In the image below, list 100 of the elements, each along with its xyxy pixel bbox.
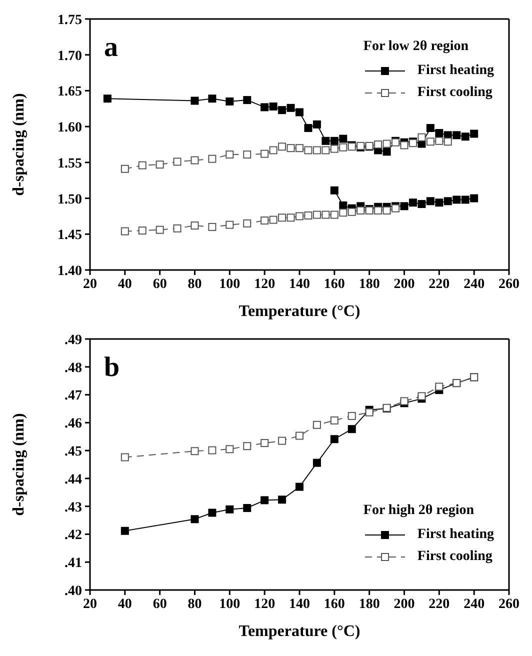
- point: [339, 134, 348, 143]
- point: [452, 196, 461, 204]
- point: [470, 130, 478, 138]
- point: [435, 129, 444, 138]
- point: [435, 382, 444, 391]
- point: [312, 420, 321, 429]
- x-tick-label: 220: [428, 276, 450, 292]
- point: [278, 214, 286, 222]
- point: [286, 144, 295, 152]
- point: [435, 198, 444, 207]
- y-tick-label: .47: [64, 388, 82, 404]
- point: [138, 226, 146, 235]
- point: [260, 496, 269, 504]
- point: [365, 408, 374, 416]
- point: [226, 220, 234, 229]
- point: [120, 164, 129, 173]
- point: [408, 198, 417, 207]
- point: [156, 226, 164, 234]
- y-tick-label: .49: [64, 332, 82, 348]
- point: [190, 447, 199, 456]
- annotation: b: [104, 352, 120, 384]
- y-tick-label: 1.75: [58, 12, 82, 28]
- point: [382, 206, 391, 214]
- point: [226, 150, 234, 159]
- y-tick-label: 1.45: [58, 228, 82, 244]
- point: [312, 458, 321, 467]
- point: [330, 144, 338, 153]
- x-tick-label: 180: [358, 276, 380, 292]
- point: [190, 222, 199, 230]
- point: [120, 453, 129, 462]
- point: [278, 496, 286, 504]
- y-tick-label: .44: [64, 472, 82, 488]
- y-tick-label: .46: [64, 416, 82, 432]
- x-tick-label: 20: [83, 276, 97, 292]
- point: [304, 146, 312, 154]
- point: [374, 206, 382, 214]
- point: [374, 140, 382, 148]
- point: [330, 186, 338, 194]
- point: [330, 435, 338, 444]
- point: [173, 158, 182, 166]
- point: [435, 136, 444, 145]
- y-tick-label: 1.60: [58, 120, 82, 136]
- point: [260, 216, 269, 225]
- point: [339, 143, 348, 152]
- x-tick-label: 260: [498, 276, 520, 292]
- x-tick-label: 200: [394, 596, 415, 612]
- point: [426, 197, 434, 206]
- point: [426, 124, 434, 132]
- legend-title: For high 2θ region: [363, 502, 476, 520]
- x-tick-label: 240: [464, 596, 485, 612]
- point: [322, 136, 330, 145]
- point: [278, 436, 286, 445]
- y-tick-label: 1.40: [58, 264, 82, 279]
- point: [243, 96, 252, 104]
- point: [243, 504, 252, 512]
- annotation: a: [104, 32, 118, 64]
- x-tick-label: 240: [464, 276, 485, 292]
- y-tick-label: .48: [64, 360, 82, 376]
- x-tick-label: 20: [83, 596, 97, 612]
- point: [190, 515, 199, 524]
- y-axis-title: d-spacing (nm): [10, 413, 28, 516]
- point: [286, 104, 295, 112]
- point: [173, 224, 182, 232]
- point: [339, 208, 348, 217]
- point: [426, 138, 434, 146]
- y-tick-label: 1.65: [58, 84, 82, 100]
- point: [156, 160, 164, 169]
- point: [243, 442, 252, 450]
- point: [243, 219, 252, 228]
- point: [296, 108, 304, 116]
- point: [103, 94, 112, 103]
- y-tick-label: 1.50: [58, 192, 82, 208]
- x-tick-label: 80: [188, 276, 202, 292]
- point: [208, 154, 216, 163]
- point: [190, 156, 199, 164]
- point: [461, 132, 470, 141]
- point: [138, 161, 146, 170]
- point: [120, 227, 129, 236]
- point: [286, 214, 295, 222]
- point: [330, 210, 338, 219]
- point: [444, 138, 452, 146]
- x-tick-label: 60: [152, 596, 167, 612]
- point: [382, 140, 391, 148]
- point: [304, 124, 312, 132]
- x-tick-label: 120: [254, 596, 276, 612]
- point: [400, 141, 408, 150]
- point: [208, 446, 216, 454]
- point: [418, 200, 426, 208]
- point: [190, 96, 199, 105]
- x-tick-label: 120: [254, 276, 276, 292]
- point: [418, 392, 426, 400]
- y-tick-label: .40: [64, 584, 82, 599]
- point: [226, 97, 234, 106]
- x-tick-label: 160: [324, 276, 345, 292]
- x-tick-label: 200: [394, 276, 415, 292]
- point: [322, 146, 330, 154]
- legend-label: First cooling: [416, 548, 494, 566]
- point: [452, 131, 461, 140]
- point: [304, 211, 312, 220]
- y-tick-label: .45: [64, 444, 82, 460]
